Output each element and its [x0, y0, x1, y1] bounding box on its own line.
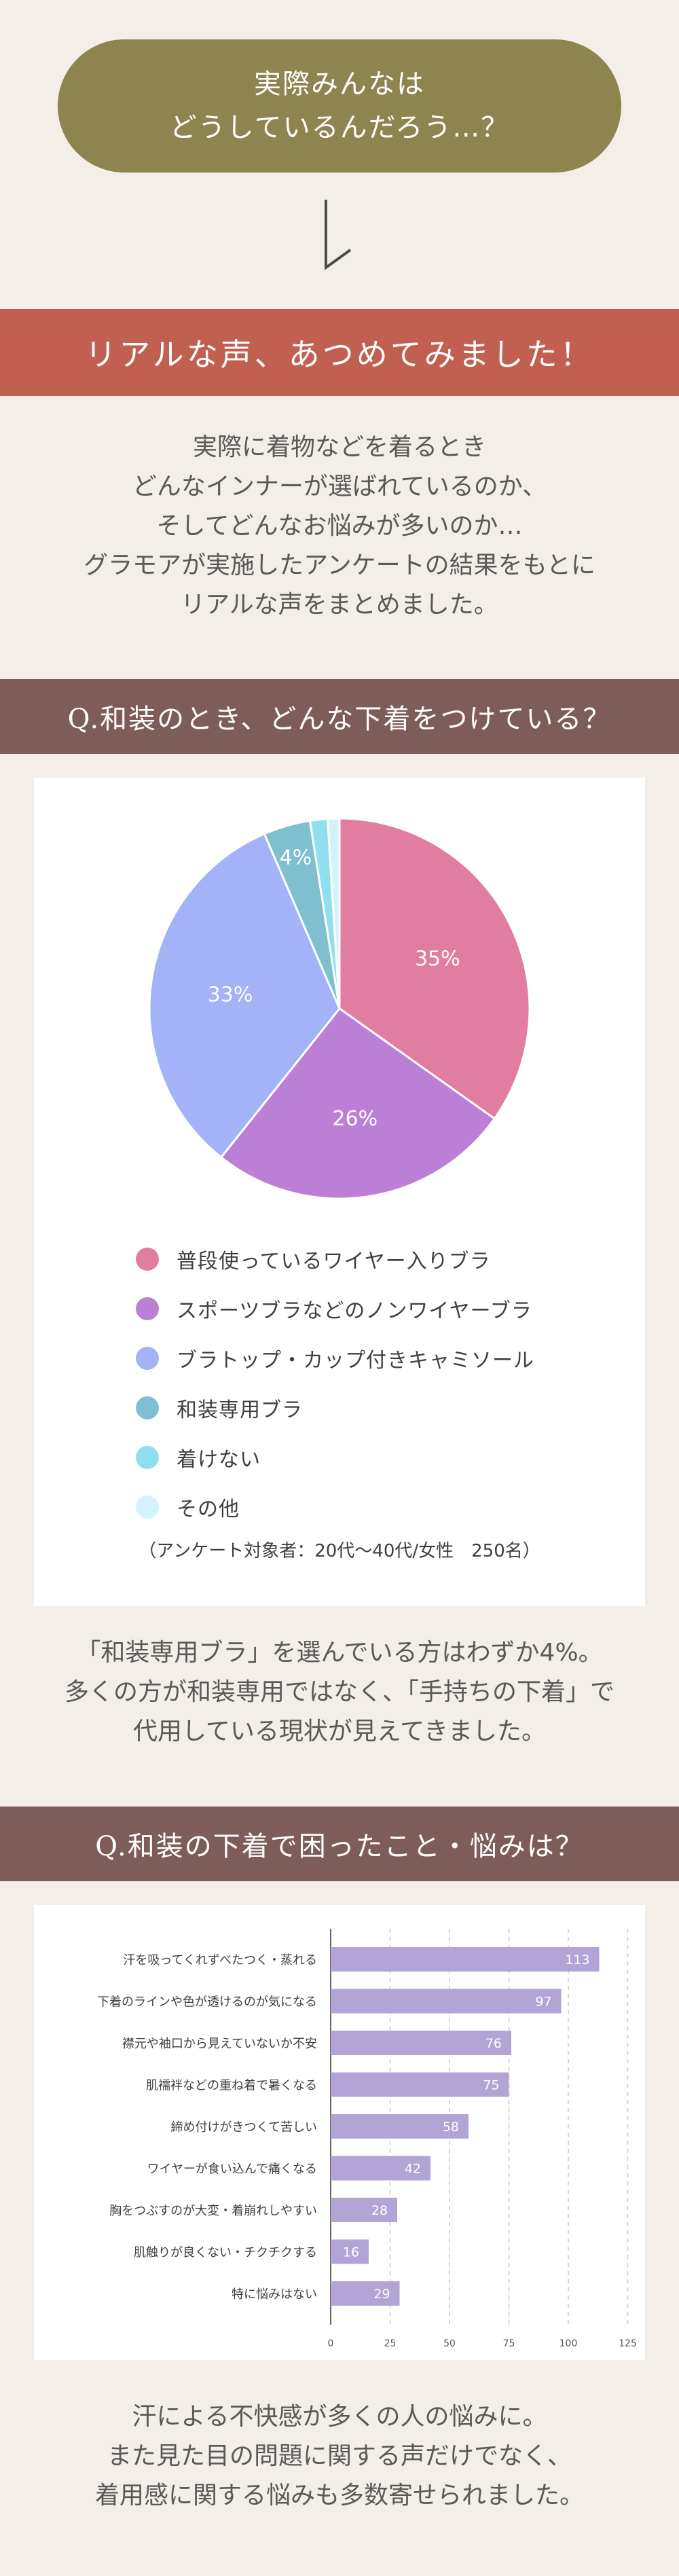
bar: [331, 2114, 469, 2139]
x-tick-label: 100: [559, 2338, 578, 2349]
bar: [331, 2198, 397, 2222]
x-tick-label: 0: [328, 2338, 334, 2349]
legend-swatch: [136, 1247, 159, 1271]
x-tick-label: 75: [503, 2338, 515, 2349]
legend-item: 着けない: [136, 1432, 534, 1482]
pie-slice-label: 33%: [208, 983, 253, 1006]
conclusion-line: また見た目の問題に関する声だけでなく、: [107, 2442, 572, 2470]
bar-value-label: 76: [485, 2036, 502, 2051]
legend-label: 和装専用ブラ: [177, 1398, 303, 1422]
bar-value-label: 75: [483, 2078, 499, 2093]
section-banner: リアルな声、あつめてみました！: [0, 309, 679, 396]
legend-label: 着けない: [177, 1447, 261, 1472]
paragraph-line: リアルな声をまとめました。: [181, 591, 498, 619]
category-label: 特に悩みはない: [232, 2287, 317, 2302]
bar: [331, 2239, 369, 2264]
pie-slice-label: 26%: [332, 1107, 378, 1131]
legend-item: 和装専用ブラ: [136, 1383, 534, 1432]
pie-legend: 普段使っているワイヤー入りブラスポーツブラなどのノンワイヤーブラ ブラトップ・カッ…: [136, 1234, 534, 1531]
bar-value-label: 16: [343, 2245, 359, 2260]
bar: [331, 1989, 562, 2014]
conclusion-line: 「和装専用ブラ」を選んでいる方はわずか4%。: [76, 1639, 603, 1667]
pie-slice-label: 4%: [280, 846, 312, 870]
bar: [331, 1947, 600, 1972]
pie-chart-card: 35% 26% 33% 4% 普段使っているワイヤー入りブラスポーツブラなどのノンワイ…: [34, 778, 645, 1606]
paragraph-line: どんなインナーが選ばれているのか、: [132, 473, 547, 501]
x-tick-label: 50: [443, 2338, 456, 2349]
pie-slice: [326, 817, 341, 1009]
legend-swatch: [136, 1495, 159, 1519]
bar-value-label: 29: [373, 2287, 390, 2302]
pie-slice: [148, 832, 341, 1159]
intro-paragraph: 実際に着物などを着るとき どんなインナーが選ばれているのか、 そしてどんなお悩み…: [0, 428, 679, 625]
legend-item: 普段使っているワイヤー入りブラ: [136, 1234, 534, 1284]
intro-line-2: どうしているんだろう…？: [169, 112, 510, 143]
legend-item: スポーツブラなどのノンワイヤーブラ: [136, 1284, 534, 1333]
bar: [331, 2031, 511, 2055]
q2-conclusion: 汗による不快感が多くの人の悩みに。 また見た目の問題に関する声だけでなく、 着用…: [0, 2397, 679, 2516]
intro-line-1: 実際みんなは: [254, 69, 425, 100]
x-tick-label: 25: [384, 2338, 397, 2349]
bar-value-label: 42: [405, 2162, 421, 2177]
bar: [331, 2156, 430, 2181]
legend-swatch: [136, 1396, 159, 1419]
conclusion-line: 汗による不快感が多くの人の悩みに。: [132, 2403, 547, 2431]
legend-label: スポーツブラなどのノンワイヤーブラ: [177, 1299, 532, 1323]
category-label: ワイヤーが食い込んで痛くなる: [147, 2162, 317, 2177]
legend-item: その他: [136, 1482, 534, 1531]
q2-banner: Q.和装の下着で困ったこと・悩みは？: [0, 1807, 679, 1881]
bar-value-label: 28: [371, 2203, 388, 2218]
category-label: 襟元や袖口から見えていないか不安: [122, 2037, 317, 2051]
pie-slice: [219, 1006, 496, 1200]
bar-chart-card: 0 25 50 75 100 125 113 汗を吸ってくれずべたつく・蒸れる 97 下着のライン…: [34, 1905, 645, 2360]
bar: [331, 2072, 509, 2097]
paragraph-line: グラモアが実施したアンケートの結果をもとに: [84, 551, 595, 579]
bar-value-label: 58: [443, 2120, 459, 2135]
q1-banner: Q.和装のとき、どんな下着をつけている？: [0, 679, 679, 754]
category-label: 下着のラインや色が透けるのが気になる: [97, 1995, 317, 2010]
arrow-down-icon: [325, 200, 352, 270]
legend-swatch: [136, 1445, 159, 1469]
conclusion-line: 代用している現状が見えてきました。: [132, 1718, 547, 1745]
pie-slice: [338, 817, 531, 1121]
survey-note: （アンケート対象者：20代〜40代/女性 250名）: [139, 1541, 540, 1561]
legend-item: ブラトップ・カップ付きキャミソール: [136, 1333, 534, 1383]
pie-chart: 35% 26% 33% 4%: [148, 817, 531, 1200]
q1-conclusion: 「和装専用ブラ」を選んでいる方はわずか4%。 多くの方が和装専用ではなく、「手持…: [0, 1633, 679, 1752]
pie-slice-label: 35%: [415, 947, 460, 970]
category-label: 汗を吸ってくれずべたつく・蒸れる: [123, 1953, 317, 1967]
category-label: 締め付けがきつくて苦しい: [171, 2120, 317, 2135]
category-label: 肌触りが良くない・チクチクする: [134, 2246, 317, 2260]
legend-swatch: [136, 1296, 159, 1320]
legend-swatch: [136, 1346, 159, 1370]
bar-chart: 0 25 50 75 100 125 113 汗を吸ってくれずべたつく・蒸れる 97 下着のライン…: [97, 1929, 637, 2349]
category-label: 胸をつぶすのが大変・着崩れしやすい: [109, 2204, 317, 2218]
paragraph-line: そしてどんなお悩みが多いのか…: [156, 512, 523, 540]
legend-label: その他: [177, 1497, 240, 1521]
bar-value-label: 113: [565, 1953, 589, 1967]
category-label: 肌襦袢などの重ね着で暑くなる: [146, 2079, 317, 2093]
paragraph-line: 実際に着物などを着るとき: [192, 433, 486, 461]
x-tick-label: 125: [619, 2338, 637, 2349]
bar-value-label: 97: [535, 1995, 551, 2010]
conclusion-line: 着用感に関する悩みも多数寄せられました。: [94, 2482, 584, 2509]
conclusion-line: 多くの方が和装専用ではなく、「手持ちの下着」で: [64, 1678, 614, 1706]
intro-pill: 実際みんなは どうしているんだろう…？: [58, 39, 621, 173]
bar: [331, 2281, 400, 2306]
legend-label: ブラトップ・カップ付きキャミソール: [177, 1348, 534, 1373]
legend-label: 普段使っているワイヤー入りブラ: [177, 1249, 491, 1273]
